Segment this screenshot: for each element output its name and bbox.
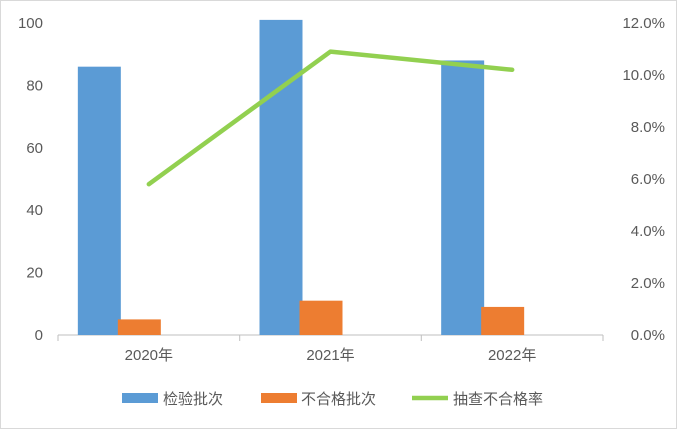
bar-inspected-2 — [441, 60, 485, 335]
plot-area — [57, 19, 604, 341]
legend-label-1: 不合格批次 — [301, 390, 376, 408]
x-axis-ticks: 2020年 2021年 2022年 — [125, 347, 537, 364]
legend-label-0: 检验批次 — [163, 390, 223, 408]
right-tick-label-1: 2.0% — [631, 275, 665, 292]
x-tick-label-2: 2022年 — [488, 347, 536, 364]
right-tick-label-2: 4.0% — [631, 223, 665, 240]
left-tick-label-1: 20 — [26, 265, 43, 282]
right-tick-label-4: 8.0% — [631, 119, 665, 136]
legend: 检验批次 不合格批次 抽查不合格率 — [122, 390, 543, 408]
left-axis-ticks: 0 20 40 60 80 100 — [18, 15, 43, 344]
line-layer — [146, 49, 515, 187]
x-tick-label-1: 2021年 — [306, 347, 354, 364]
legend-swatch-1 — [261, 393, 297, 403]
bar-failed-2 — [481, 306, 525, 335]
right-tick-label-6: 12.0% — [622, 15, 665, 32]
bars-layer — [77, 19, 525, 336]
left-tick-label-4: 80 — [26, 77, 43, 94]
x-tick-label-0: 2020年 — [125, 347, 173, 364]
left-tick-label-0: 0 — [35, 327, 43, 344]
legend-label-2: 抽查不合格率 — [453, 390, 543, 408]
bar-inspected-0 — [77, 66, 121, 336]
right-tick-label-3: 6.0% — [631, 171, 665, 188]
left-tick-label-5: 100 — [18, 15, 43, 32]
left-tick-label-3: 60 — [26, 140, 43, 157]
right-axis-ticks: 0.0% 2.0% 4.0% 6.0% 8.0% 10.0% 12.0% — [622, 15, 665, 344]
bar-inspected-1 — [259, 19, 303, 335]
right-tick-label-0: 0.0% — [631, 327, 665, 344]
left-tick-label-2: 40 — [26, 202, 43, 219]
bar-failed-0 — [117, 319, 161, 335]
legend-swatch-0 — [122, 393, 158, 403]
bar-failed-1 — [299, 300, 343, 335]
right-tick-label-5: 10.0% — [622, 67, 665, 84]
